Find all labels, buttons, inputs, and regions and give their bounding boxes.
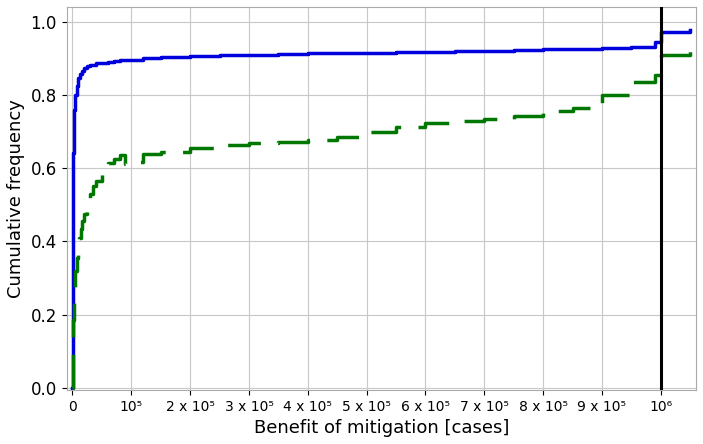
Y-axis label: Cumulative frequency: Cumulative frequency	[7, 99, 25, 298]
X-axis label: Benefit of mitigation [cases]: Benefit of mitigation [cases]	[254, 419, 509, 437]
